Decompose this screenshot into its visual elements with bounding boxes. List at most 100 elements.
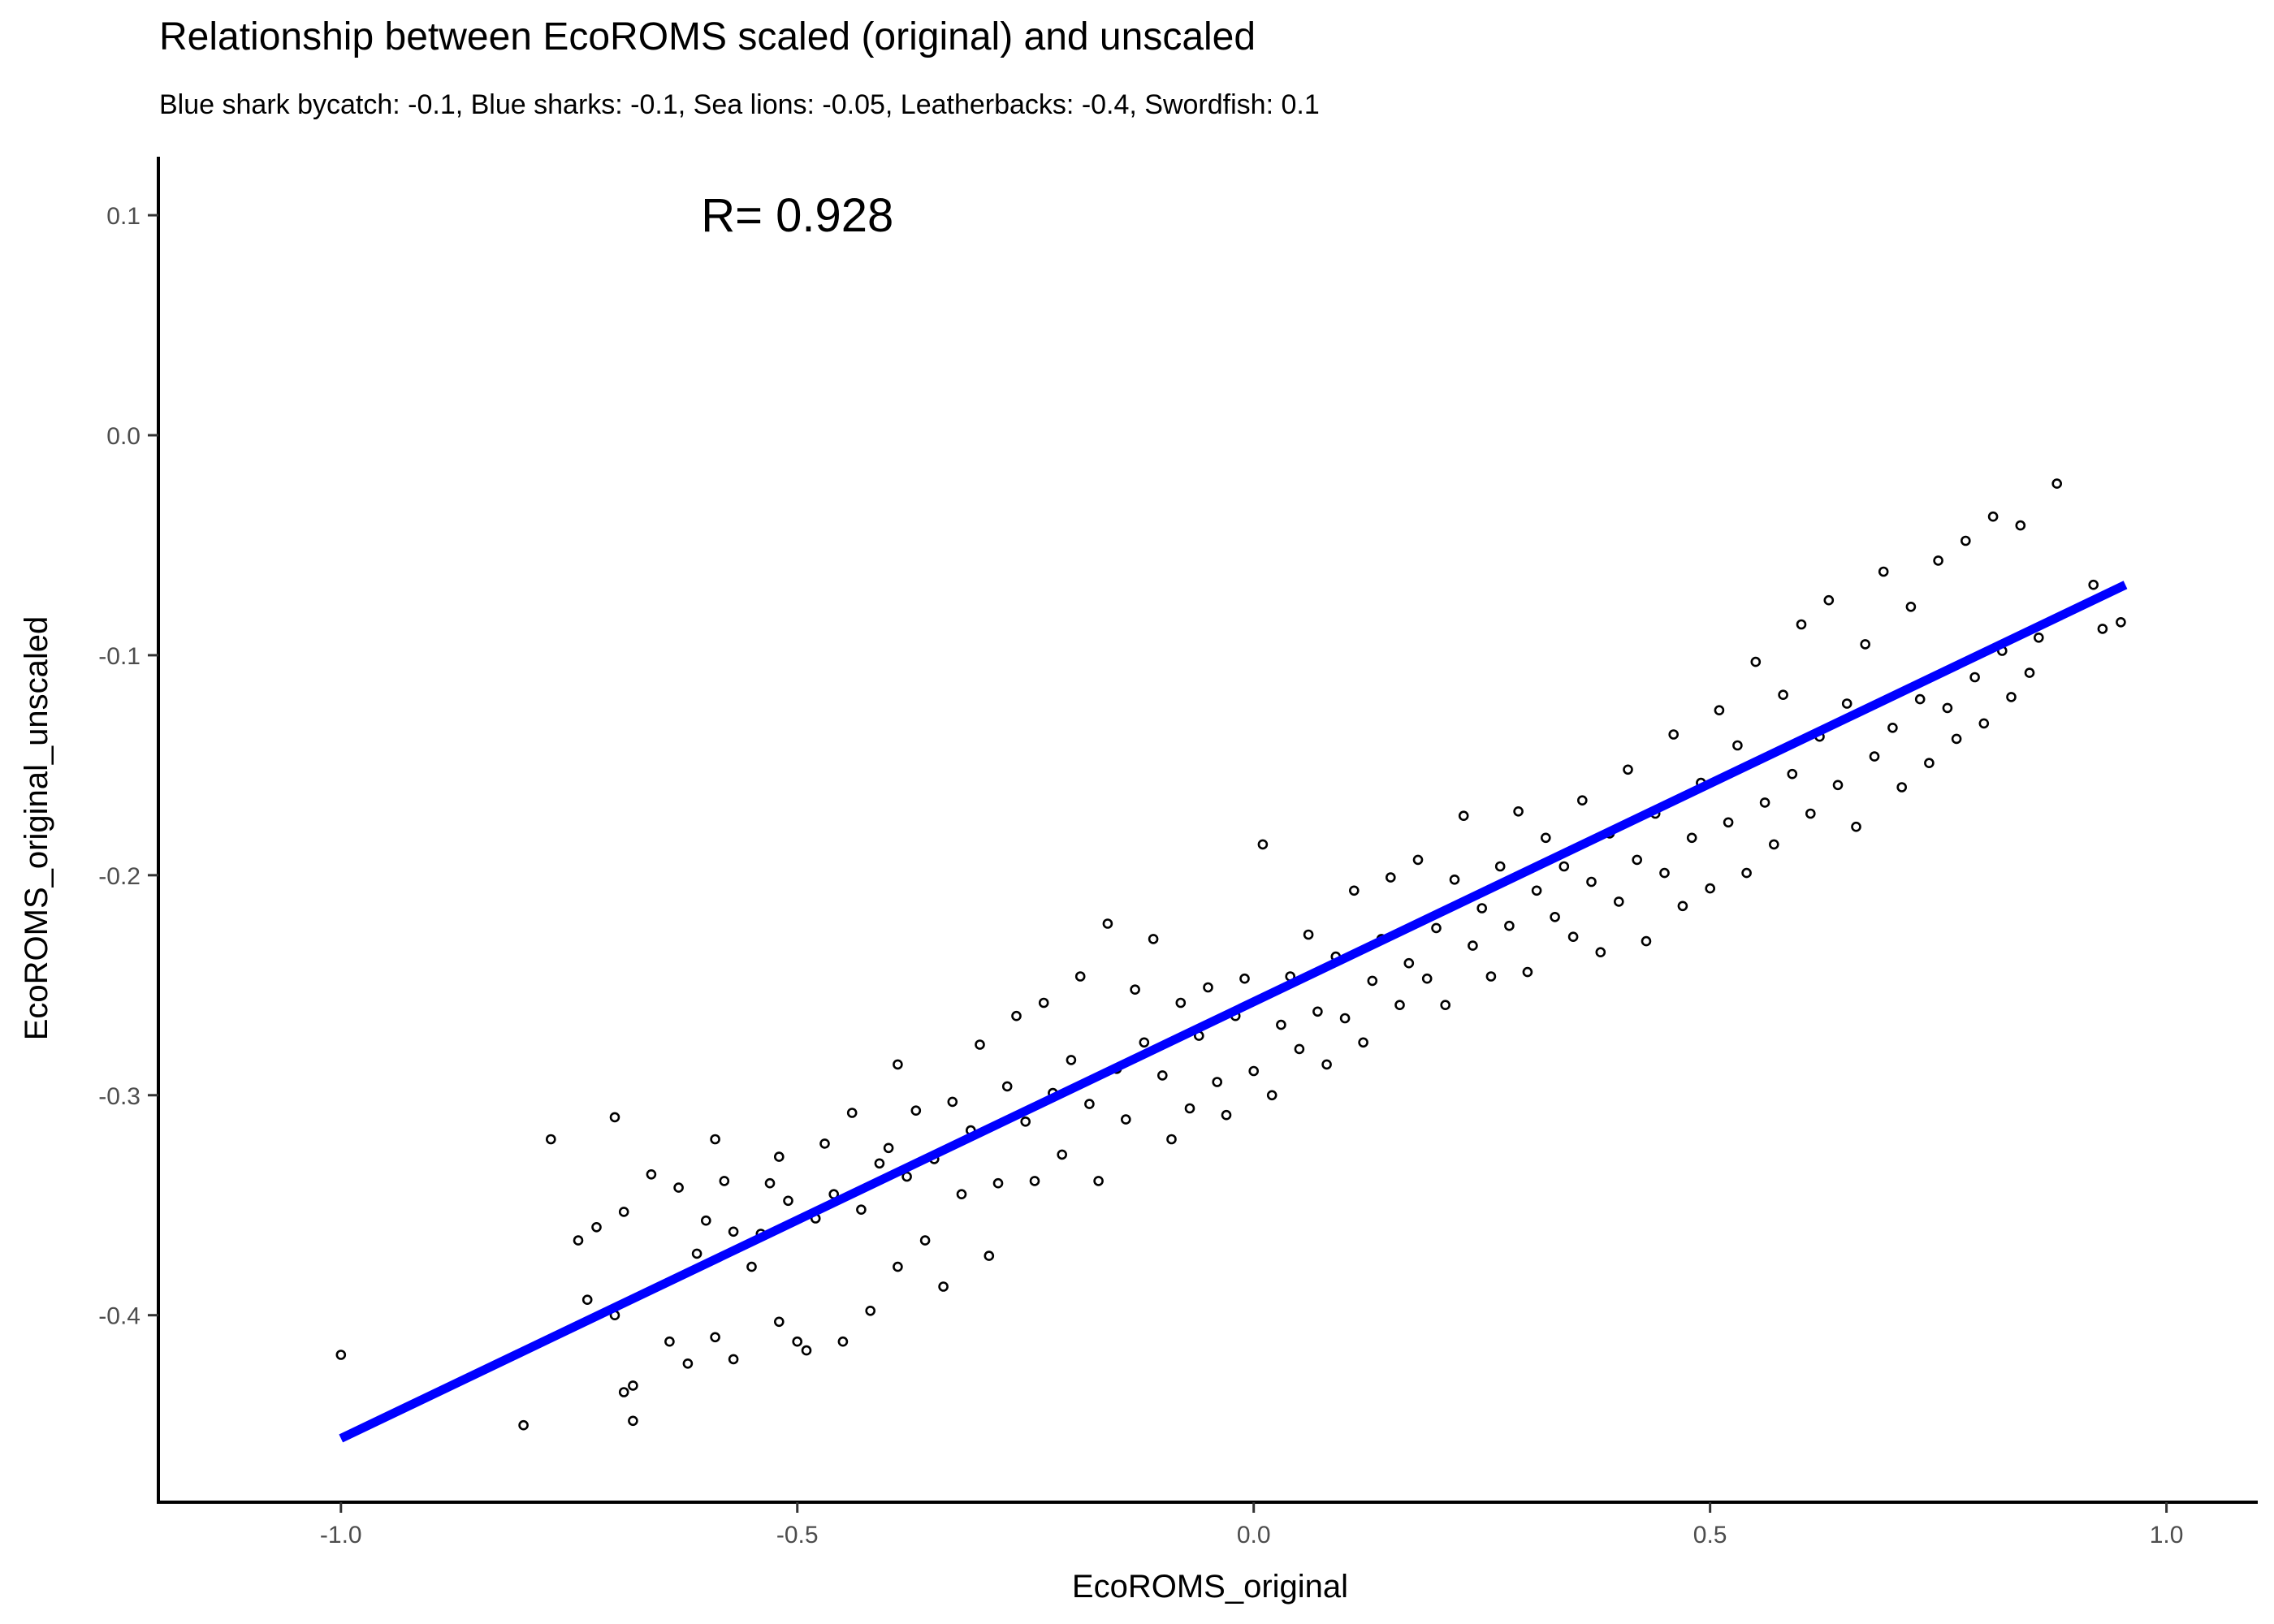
chart-subtitle: Blue shark bycatch: -0.1, Blue sharks: -… — [159, 89, 1320, 120]
data-point — [1714, 705, 1725, 716]
data-point — [719, 1176, 730, 1186]
data-point — [573, 1235, 584, 1246]
data-point — [1321, 1059, 1332, 1070]
data-point — [1705, 883, 1715, 894]
data-point — [1741, 867, 1752, 879]
data-point — [2034, 632, 2044, 643]
data-point — [673, 1182, 684, 1193]
data-point — [1987, 511, 1999, 522]
data-point — [1074, 971, 1086, 982]
x-axis-ticks: -1.0 -0.5 0.0 0.5 1.0 — [320, 1502, 2183, 1548]
chart-title: Relationship between EcoROMS scaled (ori… — [159, 15, 1256, 58]
data-point — [700, 1215, 711, 1226]
y-tick-label: -0.3 — [98, 1083, 141, 1110]
x-tick-label: 0.5 — [1693, 1522, 1727, 1548]
data-point — [1367, 975, 1378, 987]
data-point — [2088, 579, 2099, 590]
data-point — [1942, 702, 1953, 714]
data-point — [1659, 867, 1670, 879]
data-point — [1541, 832, 1551, 844]
data-point — [1513, 806, 1524, 817]
data-point — [1184, 1103, 1195, 1114]
data-point — [1276, 1019, 1286, 1030]
data-point — [728, 1354, 739, 1365]
data-point — [1294, 1043, 1305, 1055]
data-point — [919, 1235, 931, 1246]
data-point — [1969, 672, 1980, 683]
data-point — [1878, 566, 1889, 577]
data-point — [710, 1134, 720, 1145]
data-point — [910, 1105, 922, 1116]
data-point — [1750, 656, 1762, 667]
data-point — [1458, 810, 1469, 822]
data-point — [1914, 693, 1926, 705]
data-point — [1394, 1000, 1405, 1010]
data-point — [1531, 885, 1542, 896]
data-point — [728, 1226, 739, 1237]
data-point — [1494, 861, 1506, 872]
data-point — [1924, 758, 1935, 769]
data-point — [1449, 875, 1460, 885]
data-point — [801, 1345, 812, 1356]
data-point — [1485, 971, 1497, 982]
data-point — [837, 1336, 849, 1347]
data-point — [1166, 1134, 1177, 1145]
data-point — [1221, 1109, 1232, 1121]
data-point — [792, 1336, 803, 1347]
data-point — [1386, 872, 1396, 883]
data-point — [819, 1138, 830, 1149]
data-point — [335, 1350, 347, 1360]
data-point — [1841, 698, 1852, 709]
data-point — [1403, 957, 1415, 969]
data-point — [1869, 751, 1880, 762]
data-point — [956, 1189, 967, 1199]
data-point — [1020, 1116, 1031, 1127]
y-axis-ticks: 0.1 0.0 -0.1 -0.2 -0.3 -0.4 — [98, 203, 158, 1330]
points-layer — [335, 478, 2126, 1431]
data-point — [1769, 839, 1779, 850]
data-point — [856, 1204, 867, 1215]
data-point — [992, 1177, 1004, 1189]
data-point — [1796, 619, 1807, 630]
data-point — [1951, 733, 1962, 745]
data-point — [883, 1142, 894, 1154]
data-point — [1550, 912, 1560, 922]
data-point — [609, 1112, 620, 1123]
data-point — [1723, 817, 1734, 828]
data-point — [710, 1332, 720, 1343]
data-point — [1203, 982, 1213, 993]
data-point — [1614, 896, 1624, 907]
data-point — [1440, 1000, 1450, 1010]
data-point — [1093, 1176, 1104, 1186]
data-point — [1595, 947, 1606, 957]
data-point — [1303, 929, 1314, 940]
data-point — [1832, 780, 1844, 791]
y-tick-label: -0.4 — [98, 1303, 141, 1330]
data-point — [2097, 624, 2108, 634]
data-point — [1887, 722, 1898, 733]
data-point — [1339, 1013, 1351, 1024]
data-point — [1623, 764, 1633, 775]
data-point — [865, 1306, 875, 1316]
data-point — [1011, 1010, 1022, 1021]
data-point — [1412, 854, 1424, 866]
data-point — [518, 1419, 529, 1431]
data-point — [1157, 1070, 1168, 1081]
data-point — [1668, 729, 1679, 740]
data-point — [1759, 797, 1770, 808]
data-point — [1787, 768, 1798, 780]
x-tick-label: -1.0 — [320, 1522, 362, 1548]
data-point — [1148, 934, 1159, 944]
data-point — [1778, 689, 1788, 701]
correlation-annotation: R= 0.928 — [701, 189, 893, 242]
data-point — [1239, 973, 1250, 984]
data-point — [1312, 1006, 1323, 1017]
data-point — [1732, 740, 1743, 751]
data-point — [874, 1158, 885, 1169]
data-point — [628, 1380, 638, 1391]
y-tick-label: 0.0 — [106, 423, 141, 450]
data-point — [664, 1336, 675, 1347]
data-point — [581, 1294, 593, 1305]
y-tick-label: -0.2 — [98, 863, 141, 890]
